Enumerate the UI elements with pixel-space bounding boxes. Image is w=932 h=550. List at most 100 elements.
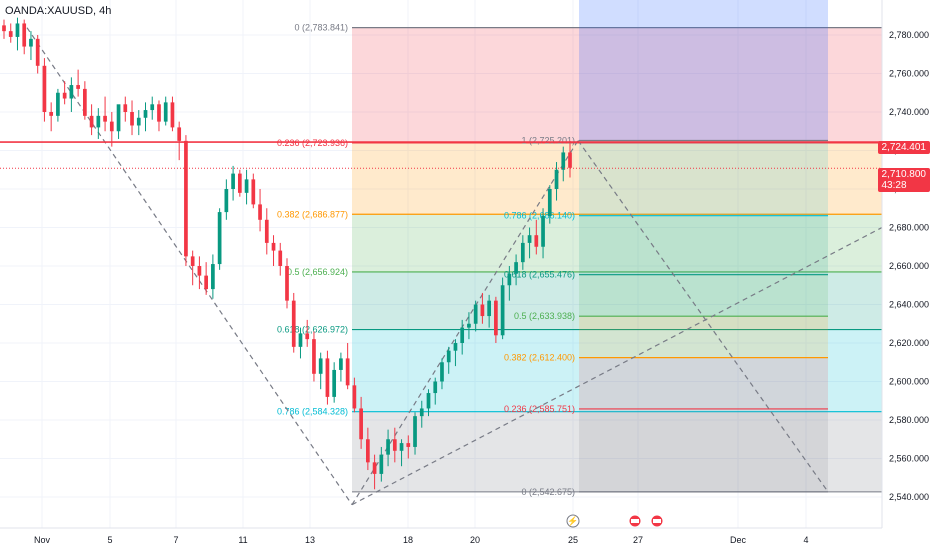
price-tick-label: 2,760.000	[889, 69, 929, 79]
candle-body	[157, 104, 161, 122]
candle-body	[278, 250, 283, 266]
candle-body	[89, 115, 94, 128]
candle-body	[103, 115, 107, 122]
lightning-event-icon[interactable]	[566, 514, 580, 528]
candle-body	[406, 443, 411, 447]
candle-body	[224, 189, 229, 213]
grid	[0, 0, 882, 528]
fib-retracements[interactable]: 0 (2,783.841) 0.236 (2,723.936) 0.382 (2,6…	[277, 0, 882, 497]
time-tick-label: 27	[633, 535, 643, 545]
fib-zone	[579, 316, 828, 358]
fib-zone	[579, 140, 828, 216]
fib-level-label: 0.382 (2,612.400)	[504, 353, 575, 363]
candle-body	[163, 102, 168, 122]
candle-body	[237, 173, 242, 193]
symbol-title: OANDA:XAUUSD, 4h	[5, 5, 112, 17]
candle-body	[258, 204, 262, 220]
candle-body	[561, 152, 566, 170]
candle-body	[251, 179, 256, 205]
candlestick-series	[0, 17, 882, 490]
candle-body	[211, 264, 215, 290]
price-badge-last: 2,710.800 43:28	[877, 168, 930, 192]
candle-body	[339, 358, 343, 370]
price-badge-high: 2,724.401	[877, 141, 930, 154]
time-tick-label: 7	[173, 535, 178, 545]
time-tick-label: Dec	[730, 535, 747, 545]
price-tick-label: 2,660.000	[889, 261, 929, 271]
fib-zone	[352, 142, 882, 215]
candle-body	[116, 104, 121, 132]
candle-body	[170, 102, 175, 128]
candle-body	[372, 462, 377, 474]
candle-body	[399, 443, 404, 451]
time-tick-label: 5	[107, 535, 112, 545]
candle-body	[345, 358, 350, 386]
candle-body	[197, 266, 202, 276]
trend-lines[interactable]	[26, 27, 883, 506]
trend-line-diagonal[interactable]	[351, 226, 883, 506]
candle-body	[123, 104, 128, 112]
candle-body	[332, 369, 337, 397]
fib-zone	[579, 215, 828, 275]
fib-extension-zone	[579, 0, 828, 141]
candle-body	[467, 323, 471, 328]
candle-body	[143, 110, 148, 118]
fib-zone	[352, 271, 882, 330]
fib-level-label: 0.618 (2,655.476)	[504, 270, 575, 280]
candle-body	[568, 152, 572, 168]
time-tick-label: 13	[305, 535, 315, 545]
price-tick-label: 2,600.000	[889, 377, 929, 387]
candle-body	[285, 266, 289, 301]
candle-body	[15, 23, 20, 37]
price-tick-label: 2,680.000	[889, 223, 929, 233]
trend-line-down[interactable]	[26, 27, 353, 506]
time-tick-label: 20	[470, 535, 480, 545]
candle-body	[62, 92, 67, 99]
price-tick-label: 2,560.000	[889, 454, 929, 464]
candle-body	[460, 327, 465, 343]
fib-level-label: 0.236 (2,585.751)	[504, 404, 575, 414]
candle-body	[426, 393, 431, 409]
candle-body	[541, 215, 545, 247]
fib-level-label: 1 (2,725.201)	[521, 135, 575, 145]
candle-body	[325, 358, 330, 397]
candle-body	[76, 85, 80, 89]
time-tick-label: 4	[803, 535, 808, 545]
candle-body	[440, 362, 444, 382]
candle-body	[136, 117, 141, 126]
candle-body	[547, 189, 552, 216]
candle-body	[42, 65, 47, 112]
candle-body	[22, 23, 27, 47]
event-markers[interactable]: ⚡	[566, 514, 664, 528]
candle-body	[473, 304, 478, 324]
fib-level-label: 0.5 (2,633.938)	[514, 311, 575, 321]
price-axis[interactable]: 2,780.0002,760.0002,740.0002,720.0002,70…	[881, 0, 929, 528]
candle-body	[366, 439, 370, 463]
candle-body	[96, 115, 101, 128]
bar-countdown: 43:28	[881, 180, 907, 191]
price-tick-label: 2,580.000	[889, 415, 929, 425]
candle-body	[520, 242, 525, 263]
candle-body	[514, 262, 518, 274]
candle-body	[217, 212, 222, 265]
fib-level-label: 0 (2,783.841)	[294, 23, 348, 33]
candle-body	[453, 343, 458, 351]
candle-body	[2, 25, 6, 32]
candle-body	[291, 300, 296, 347]
fib-level-label: 0.382 (2,686.877)	[277, 209, 348, 219]
fib-zone	[352, 27, 882, 143]
fib-level-label: 0.5 (2,656.924)	[287, 267, 348, 277]
candle-body	[231, 173, 235, 189]
fib-zone	[352, 411, 882, 492]
candle-body	[190, 256, 195, 266]
candle-body	[244, 179, 249, 193]
candle-body	[83, 88, 87, 116]
fib-zone	[579, 408, 828, 492]
candle-body	[271, 242, 276, 251]
time-axis[interactable]: Nov 5 7 11 13 18 20 25 27 Dec 4	[0, 527, 882, 545]
candle-body	[49, 112, 54, 116]
fib-level-label: 0.786 (2,686.140)	[504, 211, 575, 221]
lightning-event-glyph: ⚡	[567, 515, 578, 527]
